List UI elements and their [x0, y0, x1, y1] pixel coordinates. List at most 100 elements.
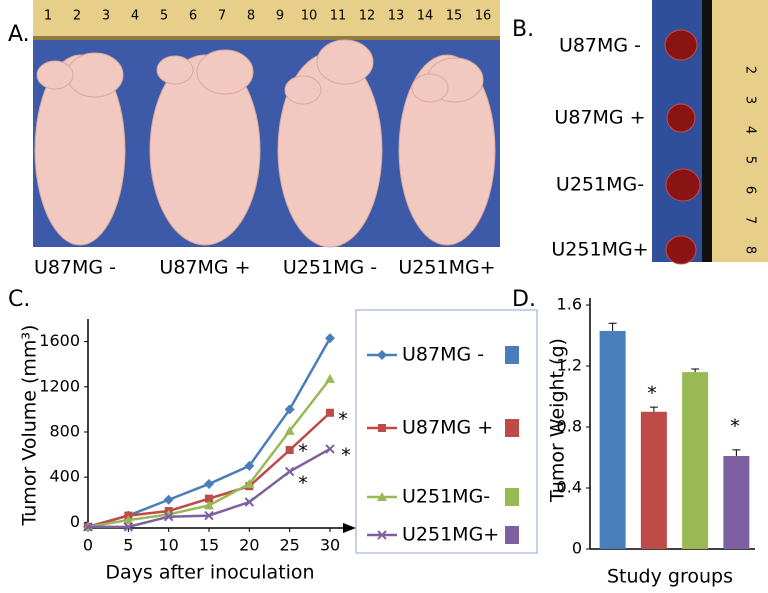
legend-box	[355, 309, 538, 554]
caption: U87MG +	[159, 257, 250, 279]
ruler-label: 5	[743, 156, 758, 164]
legend-label: U87MG +	[402, 417, 493, 439]
bar	[640, 411, 667, 549]
y-tick-label: 1200	[39, 376, 80, 395]
caption: U251MG+	[398, 257, 495, 279]
caption: U87MG -	[34, 257, 116, 279]
legend-marker	[377, 530, 387, 540]
annotation: *	[647, 383, 657, 405]
x-tick-label: 5	[123, 536, 133, 555]
legend-swatch	[505, 346, 519, 364]
y-tick-label: 1600	[39, 331, 80, 350]
y-tick-label: 0	[70, 512, 80, 531]
ruler-label: 16	[475, 9, 492, 24]
point	[326, 408, 334, 417]
y-axis-label: Tumor Weight (g)	[547, 338, 569, 503]
ruler-label: 14	[417, 9, 434, 24]
point	[325, 333, 335, 344]
point	[163, 494, 174, 505]
bar	[599, 330, 626, 549]
y-tick-label: 400	[49, 467, 80, 486]
legend-label: U251MG-	[402, 486, 490, 508]
point	[204, 478, 214, 489]
point	[285, 446, 294, 455]
y-tick-label: 0.4	[557, 478, 582, 497]
photo-b	[652, 0, 768, 265]
x-tick-label: 30	[320, 536, 340, 555]
legend-marker	[377, 492, 387, 501]
error-bar	[732, 449, 741, 456]
y-tick-label: 0.8	[557, 417, 582, 436]
point	[284, 466, 295, 477]
point	[204, 500, 214, 510]
caption: U251MG+	[551, 239, 648, 261]
ruler-label: 2	[743, 66, 758, 74]
legend-marker	[377, 350, 387, 360]
legend-label: U87MG -	[402, 344, 484, 366]
ruler-label: 2	[73, 9, 81, 24]
ruler-label: 12	[359, 9, 376, 24]
caption: U251MG-	[556, 174, 644, 196]
error-bar	[691, 368, 700, 373]
point	[123, 515, 134, 525]
legend-swatch	[505, 488, 519, 506]
legend-marker	[378, 424, 386, 432]
y-tick-label: 0	[572, 539, 582, 558]
error-bar	[608, 322, 617, 331]
ruler-label: 15	[446, 9, 463, 24]
point	[204, 510, 214, 521]
point	[284, 404, 295, 415]
point	[244, 460, 255, 471]
ruler-label: 8	[743, 246, 758, 254]
x-tick-label: 20	[239, 536, 259, 555]
point	[244, 478, 255, 488]
x-tick-label: 15	[199, 536, 219, 555]
legend-swatch	[505, 419, 519, 437]
point	[284, 425, 295, 435]
point	[123, 522, 134, 532]
panel-label: A.	[8, 22, 30, 47]
panel-label: B.	[512, 17, 534, 42]
panel-label: D.	[512, 287, 536, 312]
ruler-label: 6	[743, 186, 758, 194]
ruler-label: 3	[743, 96, 758, 104]
x-tick-label: 0	[83, 536, 93, 555]
point	[83, 522, 93, 532]
panel-label: C.	[8, 287, 30, 312]
ruler-label: 8	[247, 9, 255, 24]
ruler-label: 4	[743, 126, 758, 134]
y-tick-label: 1.6	[557, 295, 582, 314]
ruler-label: 3	[102, 9, 110, 24]
ruler-label: 7	[218, 9, 226, 24]
ruler-label: 13	[388, 9, 405, 24]
caption: U251MG -	[283, 257, 377, 279]
y-axis-label: Tumor Volume (mm³)	[19, 325, 41, 527]
annotation: *	[298, 473, 308, 495]
x-axis-label: Study groups	[607, 566, 733, 588]
x-axis-label: Days after inoculation	[105, 562, 314, 584]
point	[244, 497, 255, 507]
annotation: *	[730, 416, 740, 438]
ruler-label: 9	[276, 9, 284, 24]
point	[163, 511, 174, 522]
y-tick-label: 1.2	[557, 356, 582, 375]
ruler-label: 10	[301, 9, 318, 24]
ruler-label: 1	[44, 9, 52, 24]
caption: U87MG -	[559, 35, 641, 57]
annotation: *	[298, 441, 308, 463]
error-bar	[649, 406, 658, 412]
photo-a	[33, 0, 500, 248]
annotation: *	[341, 445, 351, 467]
x-tick-label: 25	[279, 536, 299, 555]
ruler-label: 4	[131, 9, 139, 24]
bar	[723, 455, 750, 549]
annotation: *	[338, 409, 348, 431]
x-axis-arrow	[343, 523, 356, 533]
x-tick-label: 10	[158, 536, 178, 555]
bar	[682, 372, 709, 549]
point	[325, 444, 335, 454]
ruler-label: 5	[160, 9, 168, 24]
point	[325, 373, 335, 383]
point	[205, 494, 213, 503]
